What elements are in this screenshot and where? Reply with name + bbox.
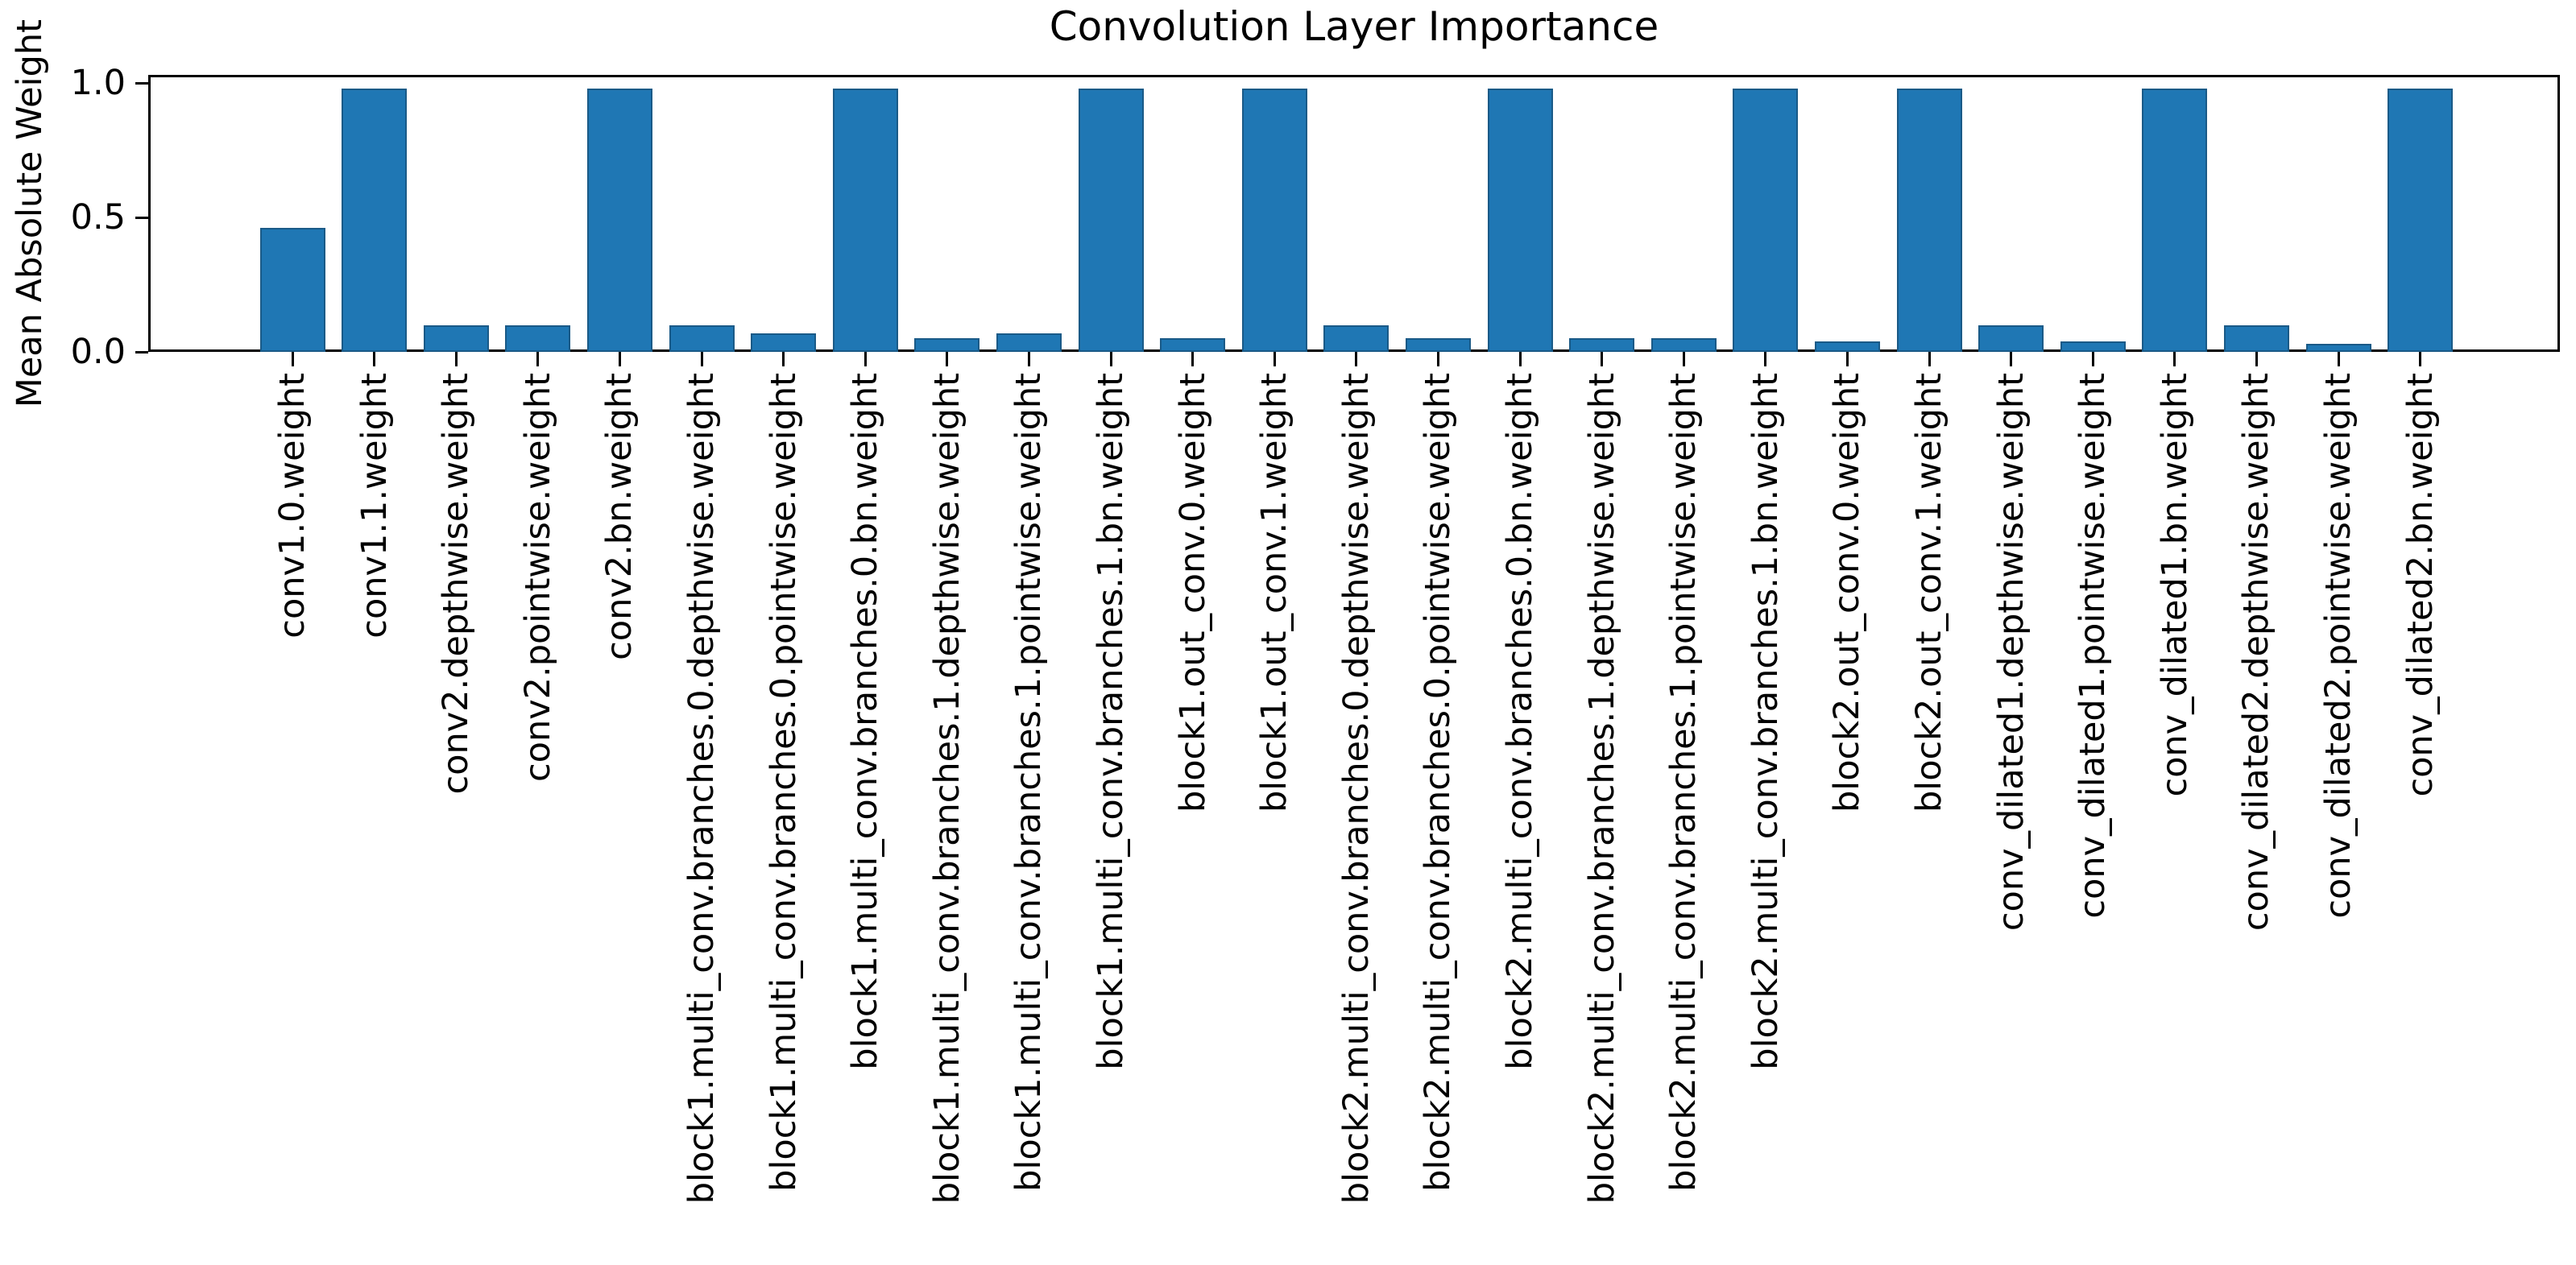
x-tick-mark [2091,352,2094,366]
x-tick-mark [1436,352,1439,366]
x-tick-mark [1027,352,1030,366]
y-tick-mark [135,350,148,353]
bar [505,325,571,352]
x-tick-mark [1601,352,1604,366]
x-tick-mark [782,352,785,366]
x-tick-label: conv_dilated2.pointwise.weight [2318,373,2359,919]
x-tick-label: block1.multi_conv.branches.0.depthwise.w… [681,373,722,1205]
bar [1650,338,1717,352]
bar [1078,88,1144,352]
x-tick-label: conv2.depthwise.weight [436,373,477,795]
bar [1405,338,1471,352]
x-tick-mark [1109,352,1112,366]
x-tick-mark [291,352,294,366]
x-tick-label: block1.out_conv.1.weight [1254,373,1295,813]
x-tick-mark [2010,352,2013,366]
y-tick-label: 0.5 [70,197,126,238]
bar [586,88,652,352]
x-tick-label: block1.multi_conv.branches.1.depthwise.w… [926,373,967,1205]
x-tick-mark [700,352,703,366]
bar [1487,88,1553,352]
bar [1896,88,1962,352]
bar [669,325,735,352]
bar [1978,325,2044,352]
x-tick-label: conv1.0.weight [272,373,313,639]
bar [423,325,489,352]
x-tick-mark [1273,352,1276,366]
x-tick-label: conv1.1.weight [354,373,395,639]
x-tick-label: conv2.bn.weight [599,373,640,660]
x-tick-label: block2.out_conv.0.weight [1827,373,1868,813]
x-tick-mark [2255,352,2258,366]
bar [1323,325,1389,352]
bar [1569,338,1635,352]
x-tick-mark [373,352,376,366]
x-tick-label: block1.multi_conv.branches.0.bn.weight [845,373,886,1070]
x-tick-mark [2419,352,2422,366]
bar [2060,341,2126,352]
x-tick-label: block1.out_conv.0.weight [1172,373,1213,813]
bar [914,338,980,352]
x-tick-label: block2.multi_conv.branches.0.pointwise.w… [1418,373,1459,1192]
bar [2305,343,2371,352]
bar [1733,88,1799,352]
bar [2388,88,2454,352]
x-tick-mark [2337,352,2340,366]
x-tick-label: block2.out_conv.1.weight [1909,373,1949,813]
x-tick-label: conv_dilated1.depthwise.weight [1990,373,2031,932]
x-tick-label: conv2.pointwise.weight [517,373,558,782]
x-tick-label: block2.multi_conv.branches.0.bn.weight [1500,373,1540,1070]
x-tick-label: conv_dilated2.depthwise.weight [2236,373,2277,932]
x-tick-mark [946,352,949,366]
y-tick-mark [135,81,148,85]
y-tick-label: 1.0 [70,63,126,104]
bar [996,333,1062,352]
chart-title: Convolution Layer Importance [1049,3,1659,50]
x-tick-label: block2.multi_conv.branches.1.pointwise.w… [1663,373,1704,1192]
x-tick-mark [618,352,621,366]
x-tick-label: block2.multi_conv.branches.1.depthwise.w… [1581,373,1622,1205]
x-tick-mark [1191,352,1195,366]
x-tick-label: conv_dilated2.bn.weight [2400,373,2441,797]
x-tick-mark [454,352,458,366]
x-tick-mark [1764,352,1767,366]
bar [751,333,817,352]
y-tick-label: 0.0 [70,332,126,372]
bar [2142,88,2208,352]
bar [259,228,325,352]
x-tick-mark [1845,352,1849,366]
x-tick-mark [863,352,867,366]
x-tick-mark [2173,352,2176,366]
x-tick-label: block2.multi_conv.branches.1.bn.weight [1745,373,1786,1070]
x-tick-label: block1.multi_conv.branches.0.pointwise.w… [763,373,804,1192]
x-tick-mark [1518,352,1522,366]
x-tick-mark [1928,352,1931,366]
bar [1160,338,1226,352]
x-tick-mark [1682,352,1685,366]
x-tick-label: block1.multi_conv.branches.1.bn.weight [1091,373,1131,1070]
bar [342,88,408,352]
x-tick-label: conv_dilated1.bn.weight [2154,373,2195,797]
x-tick-label: block2.multi_conv.branches.0.depthwise.w… [1336,373,1377,1205]
x-tick-mark [1355,352,1358,366]
x-tick-label: block1.multi_conv.branches.1.pointwise.w… [1008,373,1050,1192]
bar [2223,325,2289,352]
x-tick-label: conv_dilated1.pointwise.weight [2073,373,2114,919]
bar [1814,341,1880,352]
bar [832,88,898,352]
x-tick-mark [536,352,540,366]
y-tick-mark [135,216,148,219]
bar [1241,88,1307,352]
